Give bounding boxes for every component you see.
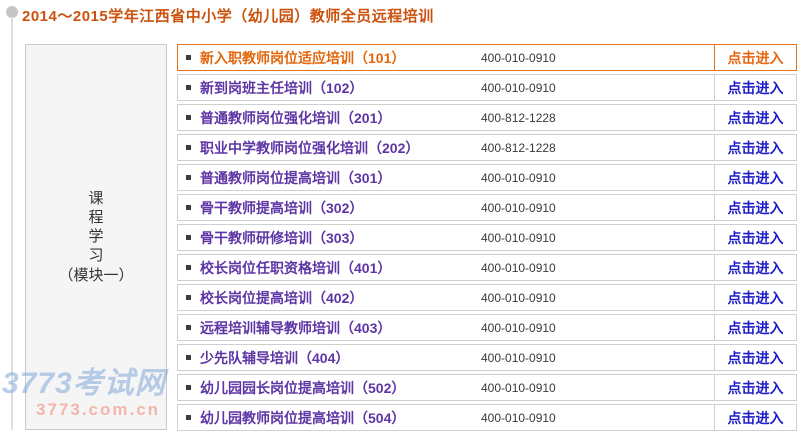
enter-link[interactable]: 点击进入 <box>727 259 784 276</box>
enter-link[interactable]: 点击进入 <box>727 409 784 426</box>
enter-link[interactable]: 点击进入 <box>727 169 784 186</box>
phone-number: 400-010-0910 <box>481 320 556 335</box>
course-link[interactable]: 远程培训辅导教师培训（403） <box>200 319 392 336</box>
course-name-cell: 幼儿园教师岗位提高培训（504） <box>178 405 481 430</box>
phone-number: 400-010-0910 <box>481 290 556 305</box>
course-link[interactable]: 幼儿园教师岗位提高培训（504） <box>200 409 406 426</box>
phone-number: 400-010-0910 <box>481 350 556 365</box>
square-bullet-icon <box>186 385 191 390</box>
square-bullet-icon <box>186 55 191 60</box>
table-row: 远程培训辅导教师培训（403） 400-010-0910 点击进入 <box>177 314 797 341</box>
enter-cell: 点击进入 <box>714 225 796 250</box>
enter-cell: 点击进入 <box>714 45 796 70</box>
course-link[interactable]: 普通教师岗位提高培训（301） <box>200 169 392 186</box>
square-bullet-icon <box>186 145 191 150</box>
phone-number: 400-010-0910 <box>481 230 556 245</box>
course-name-cell: 骨干教师研修培训（303） <box>178 225 481 250</box>
table-row: 幼儿园教师岗位提高培训（504） 400-010-0910 点击进入 <box>177 404 797 431</box>
course-link[interactable]: 校长岗位提高培训（402） <box>200 289 364 306</box>
table-row: 骨干教师研修培训（303） 400-010-0910 点击进入 <box>177 224 797 251</box>
enter-cell: 点击进入 <box>714 165 796 190</box>
enter-link[interactable]: 点击进入 <box>727 289 784 306</box>
table-row: 新入职教师岗位适应培训（101） 400-010-0910 点击进入 <box>177 44 797 71</box>
course-name-cell: 普通教师岗位提高培训（301） <box>178 165 481 190</box>
phone-number: 400-010-0910 <box>481 80 556 95</box>
enter-link[interactable]: 点击进入 <box>727 379 784 396</box>
table-row: 普通教师岗位提高培训（301） 400-010-0910 点击进入 <box>177 164 797 191</box>
page-title: 2014～2015学年江西省中小学（幼儿园）教师全员远程培训 <box>22 8 434 25</box>
table-row: 普通教师岗位强化培训（201） 400-812-1228 点击进入 <box>177 104 797 131</box>
enter-link[interactable]: 点击进入 <box>727 229 784 246</box>
course-link[interactable]: 新到岗班主任培训（102） <box>200 79 364 96</box>
course-link[interactable]: 新入职教师岗位适应培训（101） <box>200 49 406 66</box>
square-bullet-icon <box>186 415 191 420</box>
enter-cell: 点击进入 <box>714 285 796 310</box>
table-row: 校长岗位任职资格培训（401） 400-010-0910 点击进入 <box>177 254 797 281</box>
course-name-cell: 少先队辅导培训（404） <box>178 345 481 370</box>
table-row: 幼儿园园长岗位提高培训（502） 400-010-0910 点击进入 <box>177 374 797 401</box>
course-name-cell: 普通教师岗位强化培训（201） <box>178 105 481 130</box>
enter-cell: 点击进入 <box>714 195 796 220</box>
course-name-cell: 幼儿园园长岗位提高培训（502） <box>178 375 481 400</box>
enter-cell: 点击进入 <box>714 255 796 280</box>
course-link[interactable]: 校长岗位任职资格培训（401） <box>200 259 392 276</box>
enter-cell: 点击进入 <box>714 345 796 370</box>
course-name-cell: 远程培训辅导教师培训（403） <box>178 315 481 340</box>
square-bullet-icon <box>186 205 191 210</box>
course-link[interactable]: 普通教师岗位强化培训（201） <box>200 109 392 126</box>
course-link[interactable]: 骨干教师提高培训（302） <box>200 199 364 216</box>
enter-link[interactable]: 点击进入 <box>727 139 784 156</box>
section-bullet-icon <box>6 6 18 18</box>
enter-link[interactable]: 点击进入 <box>727 319 784 336</box>
vertical-divider <box>11 17 13 430</box>
enter-cell: 点击进入 <box>714 75 796 100</box>
phone-number: 400-010-0910 <box>481 410 556 425</box>
course-name-cell: 骨干教师提高培训（302） <box>178 195 481 220</box>
course-link[interactable]: 幼儿园园长岗位提高培训（502） <box>200 379 406 396</box>
enter-link[interactable]: 点击进入 <box>727 49 784 66</box>
phone-number: 400-010-0910 <box>481 380 556 395</box>
module-label-vertical: 课 程 学 习 <box>88 190 104 264</box>
enter-cell: 点击进入 <box>714 405 796 430</box>
square-bullet-icon <box>186 235 191 240</box>
phone-number: 400-010-0910 <box>481 260 556 275</box>
square-bullet-icon <box>186 265 191 270</box>
course-link[interactable]: 少先队辅导培训（404） <box>200 349 350 366</box>
course-link[interactable]: 骨干教师研修培训（303） <box>200 229 364 246</box>
phone-number: 400-010-0910 <box>481 200 556 215</box>
phone-number: 400-812-1228 <box>481 110 556 125</box>
enter-link[interactable]: 点击进入 <box>727 199 784 216</box>
course-table: 新入职教师岗位适应培训（101） 400-010-0910 点击进入 新到岗班主… <box>177 44 797 434</box>
phone-number: 400-010-0910 <box>481 50 556 65</box>
module-label-cell: 课 程 学 习 （模块一） <box>25 44 167 430</box>
table-row: 校长岗位提高培训（402） 400-010-0910 点击进入 <box>177 284 797 311</box>
table-row: 职业中学教师岗位强化培训（202） 400-812-1228 点击进入 <box>177 134 797 161</box>
square-bullet-icon <box>186 355 191 360</box>
course-name-cell: 校长岗位任职资格培训（401） <box>178 255 481 280</box>
phone-number: 400-812-1228 <box>481 140 556 155</box>
enter-link[interactable]: 点击进入 <box>727 79 784 96</box>
square-bullet-icon <box>186 295 191 300</box>
course-name-cell: 新到岗班主任培训（102） <box>178 75 481 100</box>
square-bullet-icon <box>186 325 191 330</box>
square-bullet-icon <box>186 175 191 180</box>
table-row: 少先队辅导培训（404） 400-010-0910 点击进入 <box>177 344 797 371</box>
course-name-cell: 职业中学教师岗位强化培训（202） <box>178 135 481 160</box>
module-label-suffix: （模块一） <box>58 267 134 284</box>
enter-cell: 点击进入 <box>714 315 796 340</box>
square-bullet-icon <box>186 115 191 120</box>
course-name-cell: 校长岗位提高培训（402） <box>178 285 481 310</box>
enter-link[interactable]: 点击进入 <box>727 109 784 126</box>
table-row: 新到岗班主任培训（102） 400-010-0910 点击进入 <box>177 74 797 101</box>
square-bullet-icon <box>186 85 191 90</box>
course-link[interactable]: 职业中学教师岗位强化培训（202） <box>200 139 420 156</box>
table-row: 骨干教师提高培训（302） 400-010-0910 点击进入 <box>177 194 797 221</box>
phone-number: 400-010-0910 <box>481 170 556 185</box>
course-name-cell: 新入职教师岗位适应培训（101） <box>178 45 481 70</box>
enter-link[interactable]: 点击进入 <box>727 349 784 366</box>
enter-cell: 点击进入 <box>714 375 796 400</box>
enter-cell: 点击进入 <box>714 105 796 130</box>
enter-cell: 点击进入 <box>714 135 796 160</box>
